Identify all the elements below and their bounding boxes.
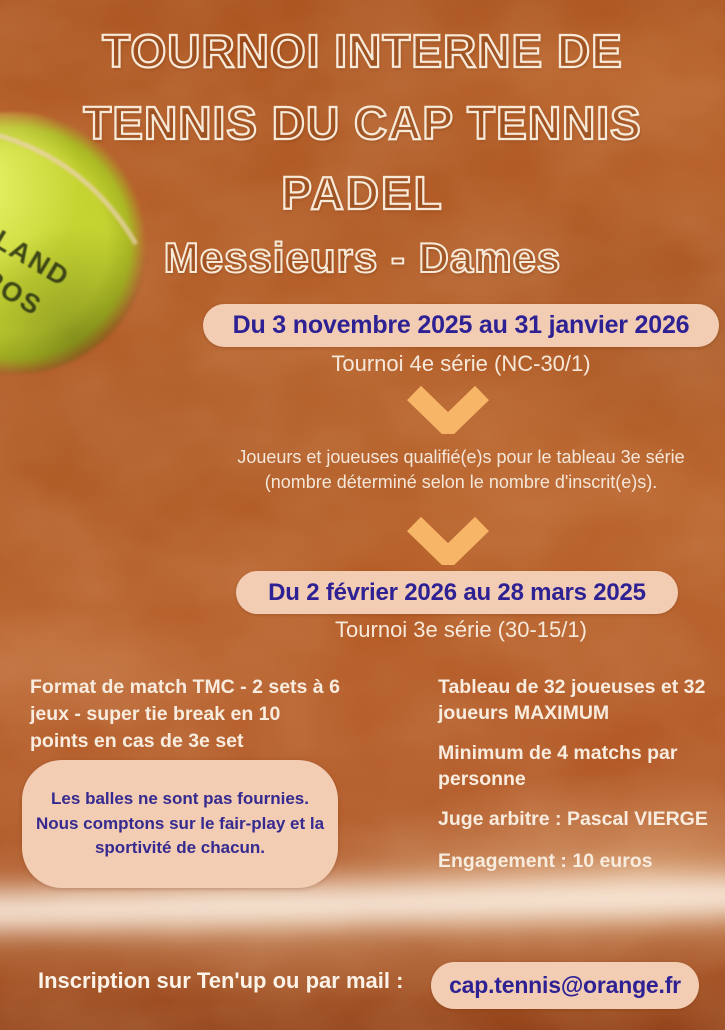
poster-title-line3: PADEL: [280, 166, 444, 220]
detail-minimum: Minimum de 4 matchs par personne: [438, 740, 708, 792]
detail-tableau-line1: Tableau de 32 joueuses et 32: [438, 676, 706, 698]
balls-notice-line3: sportivité de chacun.: [94, 838, 266, 858]
detail-referee: Juge arbitre : Pascal VIERGE: [438, 806, 708, 832]
down-chevron-icon: [407, 386, 489, 434]
tournament-details-list: Tableau de 32 joueuses et 32 joueurs MAX…: [438, 674, 708, 874]
email-pill[interactable]: cap.tennis@orange.fr: [431, 962, 699, 1009]
period1-caption: Tournoi 4e série (NC-30/1): [331, 351, 591, 376]
poster-title-line1: TOURNOI INTERNE DE: [101, 24, 623, 78]
balls-notice-line2: Nous comptons sur le fair-play et la: [35, 813, 325, 833]
qualification-note: Joueurs et joueuses qualifié(e)s pour le…: [196, 445, 725, 495]
period1-date-pill: Du 3 novembre 2025 au 31 janvier 2026: [203, 304, 719, 347]
detail-referee-line1: Juge arbitre : Pascal VIERGE: [438, 808, 708, 830]
down-chevron-icon: [407, 517, 489, 565]
period2-date-pill: Du 2 février 2026 au 28 mars 2025: [236, 571, 678, 614]
match-format-line2: jeux - super tie break en 10: [30, 703, 281, 725]
qualification-note-line1: Joueurs et joueuses qualifié(e)s pour le…: [237, 447, 685, 467]
detail-tableau: Tableau de 32 joueuses et 32 joueurs MAX…: [438, 674, 708, 726]
period1-dates: Du 3 novembre 2025 au 31 janvier 2026: [232, 311, 690, 339]
detail-minimum-line2: personne: [438, 768, 526, 790]
detail-fee: Engagement : 10 euros: [438, 848, 708, 874]
match-format-line3: points en cas de 3e set: [30, 730, 244, 752]
balls-notice-box: Les balles ne sont pas fournies. Nous co…: [22, 760, 338, 888]
poster-title-line2: TENNIS DU CAP TENNIS: [82, 96, 642, 150]
inscription-label: Inscription sur Ten'up ou par mail :: [38, 968, 404, 993]
period2-caption: Tournoi 3e série (30-15/1): [335, 617, 587, 642]
match-format-line1: Format de match TMC - 2 sets à 6: [30, 676, 340, 698]
detail-tableau-line2: joueurs MAXIMUM: [438, 702, 610, 724]
detail-fee-line1: Engagement : 10 euros: [438, 850, 653, 872]
detail-minimum-line1: Minimum de 4 matchs par: [438, 742, 678, 764]
balls-notice-line1: Les balles ne sont pas fournies.: [51, 789, 309, 809]
email-address[interactable]: cap.tennis@orange.fr: [449, 972, 681, 998]
qualification-note-line2: (nombre déterminé selon le nombre d'insc…: [264, 472, 658, 492]
poster-subtitle: Messieurs - Dames: [163, 233, 562, 282]
period2-dates: Du 2 février 2026 au 28 mars 2025: [268, 578, 646, 606]
match-format-text: Format de match TMC - 2 sets à 6 jeux - …: [30, 674, 340, 755]
